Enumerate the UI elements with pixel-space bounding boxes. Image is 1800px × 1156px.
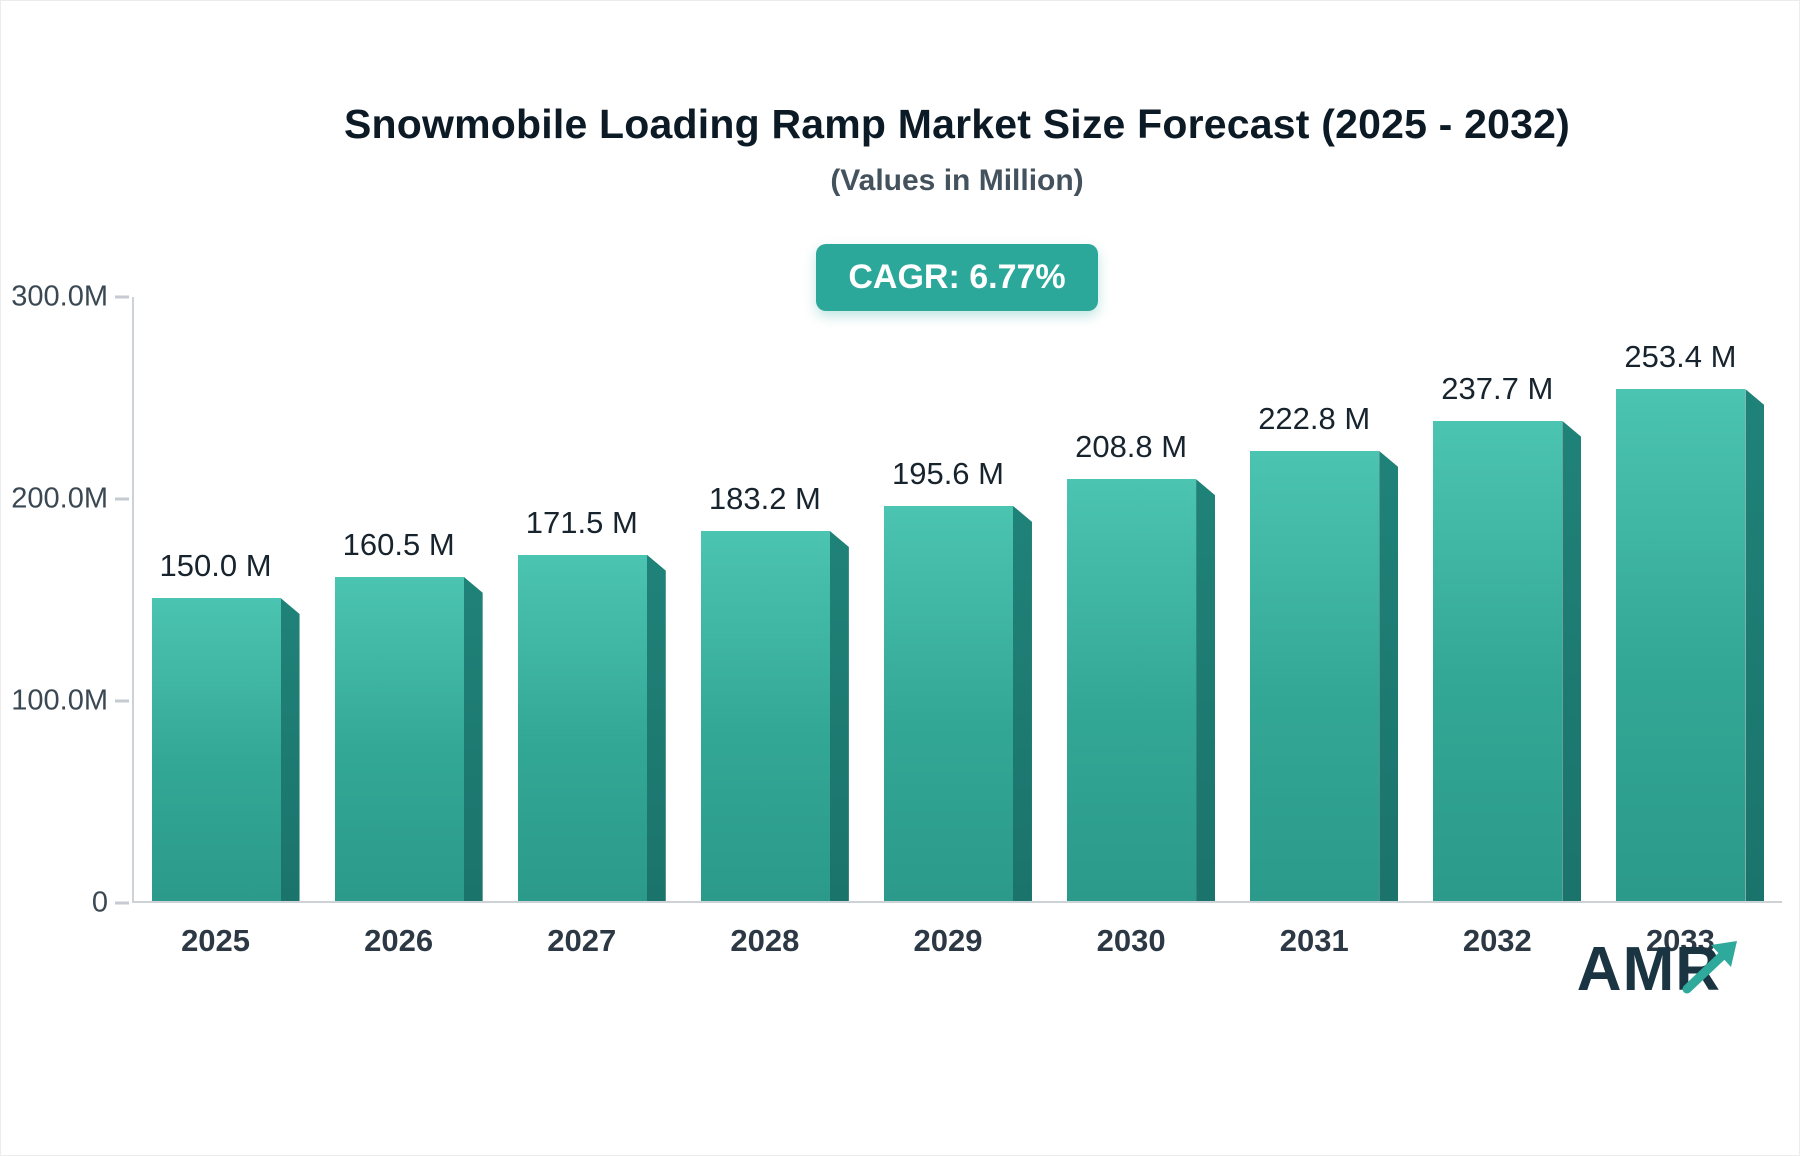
chart-header: Snowmobile Loading Ramp Market Size Fore… — [132, 101, 1782, 311]
bar-value-label: 222.8 M — [1258, 400, 1371, 436]
x-axis-label: 2032 — [1462, 923, 1532, 958]
bar-value-label: 195.6 M — [891, 455, 1004, 491]
bar-2028: 183.2 M 2028 — [700, 481, 849, 958]
bar-value-label: 183.2 M — [708, 480, 821, 516]
plot-area: 0 100.0M 200.0M 300.0M 150.0 M 2025 160.5 M 202… — [11, 281, 1782, 958]
bar-front-face — [1433, 420, 1563, 901]
bar-side-shadow — [1012, 505, 1032, 901]
bar-front-face — [334, 576, 464, 901]
bar-side-shadow — [1379, 450, 1399, 901]
bar-side-shadow — [1562, 420, 1582, 901]
bar-side-shadow — [829, 530, 849, 901]
bar-2027: 171.5 M 2027 — [517, 505, 666, 958]
x-axis-label: 2025 — [181, 923, 251, 958]
bar-front-face — [1067, 479, 1197, 901]
amr-logo-text: AMR — [1576, 935, 1721, 1004]
bar-side-shadow — [646, 554, 666, 901]
bar-group-2026: 160.5 M 2026 — [317, 297, 500, 958]
bar-value-label: 253.4 M — [1624, 339, 1737, 375]
bar-side-shadow — [1745, 389, 1765, 901]
amr-logo-arrow-icon — [1682, 941, 1737, 994]
bar-side-shadow — [1196, 479, 1216, 901]
bar-group-2025: 150.0 M 2025 — [134, 297, 317, 958]
bar-value-label: 160.5 M — [342, 526, 455, 562]
bar-front-face — [1616, 389, 1746, 901]
bar-2031: 222.8 M 2031 — [1250, 401, 1399, 958]
bar-2033: 253.4 M 2033 — [1616, 339, 1765, 958]
y-tick-mark — [115, 295, 129, 299]
bar-front-face — [151, 598, 281, 901]
x-axis-label: 2026 — [364, 923, 434, 958]
bar-front-face — [1250, 450, 1380, 901]
bar-value-label: 171.5 M — [525, 504, 638, 540]
x-axis-label: 2030 — [1096, 923, 1166, 958]
bar-front-face — [517, 554, 647, 901]
y-tick-label: 0 — [91, 886, 108, 919]
y-tick-mark — [115, 497, 129, 501]
bar-2030: 208.8 M 2030 — [1067, 429, 1216, 958]
y-tick-label: 200.0M — [11, 482, 108, 515]
y-tick-mark — [115, 901, 129, 905]
x-axis-label: 2031 — [1279, 923, 1349, 958]
x-axis-label: 2027 — [547, 923, 617, 958]
amr-logo: AMR — [1576, 934, 1737, 1005]
cagr-badge: CAGR: 6.77% — [816, 244, 1098, 311]
bar-2025: 150.0 M 2025 — [151, 548, 300, 958]
bar-group-2033: 253.4 M 2033 — [1599, 297, 1782, 958]
y-tick-mark — [115, 699, 129, 703]
bar-2032: 237.7 M 2032 — [1433, 371, 1582, 958]
x-axis-label: 2028 — [730, 923, 800, 958]
y-tick-label: 300.0M — [11, 280, 108, 313]
bar-front-face — [883, 505, 1013, 901]
bar-2026: 160.5 M 2026 — [334, 527, 483, 958]
bar-group-2027: 171.5 M 2027 — [500, 297, 683, 958]
x-axis-label: 2029 — [913, 923, 983, 958]
bar-value-label: 208.8 M — [1075, 429, 1188, 465]
bar-front-face — [700, 530, 830, 901]
bar-2029: 195.6 M 2029 — [883, 456, 1032, 958]
bar-group-2032: 237.7 M 2032 — [1416, 297, 1599, 958]
chart-title: Snowmobile Loading Ramp Market Size Fore… — [343, 101, 1570, 147]
y-tick-label: 100.0M — [11, 684, 108, 717]
chart-subtitle: (Values in Million) — [830, 164, 1084, 197]
bar-value-label: 237.7 M — [1441, 370, 1554, 406]
bar-group-2030: 208.8 M 2030 — [1050, 297, 1233, 958]
bar-value-label: 150.0 M — [159, 548, 272, 583]
bar-side-shadow — [280, 598, 300, 901]
bar-group-2029: 195.6 M 2029 — [866, 297, 1049, 958]
bar-group-2028: 183.2 M 2028 — [683, 297, 866, 958]
x-axis-label: 2033 — [1645, 923, 1715, 958]
bar-group-2031: 222.8 M 2031 — [1233, 297, 1416, 958]
bar-side-shadow — [463, 576, 483, 901]
